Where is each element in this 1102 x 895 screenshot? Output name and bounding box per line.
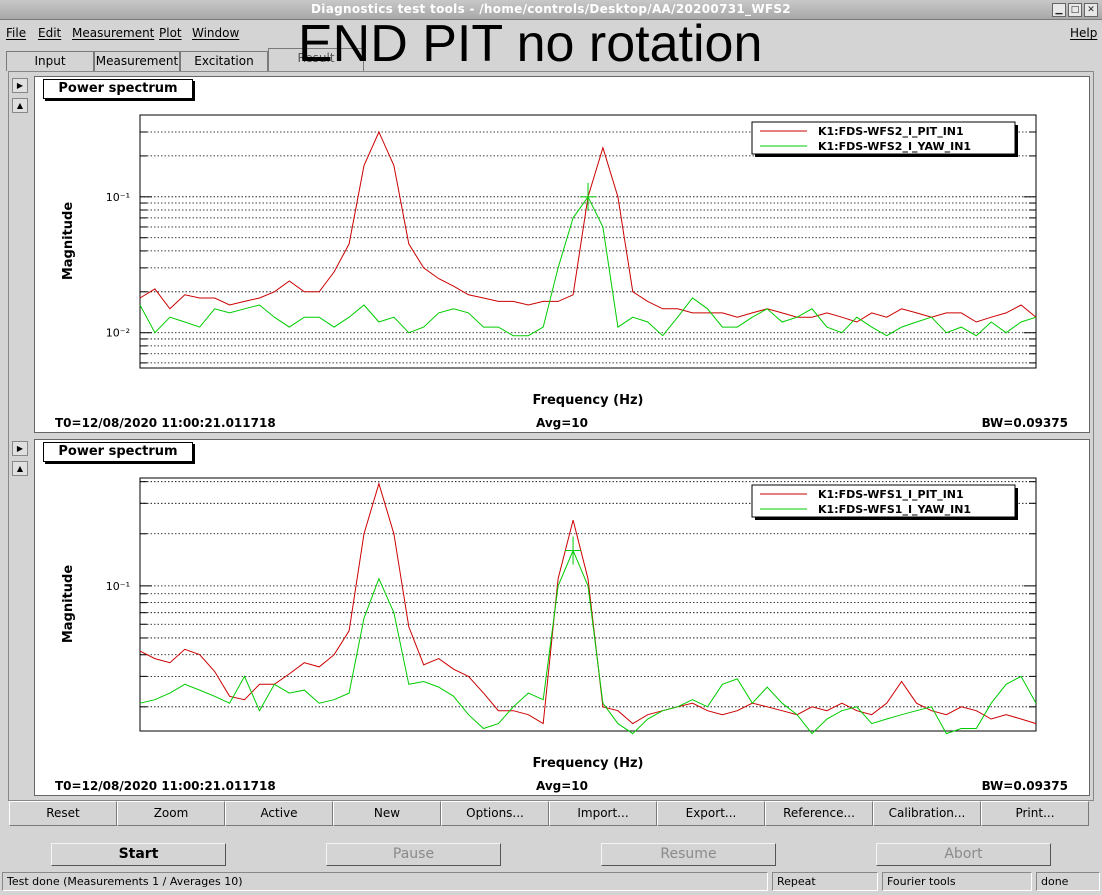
status-mode: Repeat	[772, 872, 878, 891]
window-title: Diagnostics test tools - /home/controls/…	[311, 2, 791, 16]
legend-entry: K1:FDS-WFS1_I_PIT_IN1	[818, 488, 964, 501]
menu-window[interactable]: Window	[192, 26, 240, 40]
y-tick-label: 10⁻²	[106, 327, 130, 340]
menu-file[interactable]: File	[6, 26, 27, 40]
x-axis-label: Frequency (Hz)	[533, 393, 644, 408]
tab-excitation[interactable]: Excitation	[180, 51, 268, 71]
footer-avg: Avg=10	[536, 416, 588, 430]
legend-entry: K1:FDS-WFS2_I_PIT_IN1	[818, 125, 964, 138]
legend-entry: K1:FDS-WFS1_I_YAW_IN1	[818, 503, 971, 516]
minimize-icon[interactable]: ▁	[1052, 3, 1066, 17]
plot-panel-2[interactable]: Power spectrum 10⁻¹ K1:FDS-WFS1_I_PIT_IN1…	[34, 439, 1090, 796]
status-state: done	[1036, 872, 1100, 891]
status-tool: Fourier tools	[882, 872, 1032, 891]
close-icon[interactable]: ✕	[1084, 3, 1098, 17]
title-bar: Diagnostics test tools - /home/controls/…	[0, 0, 1102, 20]
menu-edit[interactable]: Edit	[38, 26, 62, 40]
plot-panel-1[interactable]: Power spectrum 10⁻¹ 10⁻² K1:FDS-WFS2_I_PIT…	[34, 76, 1090, 433]
calibration-button[interactable]: Calibration...	[873, 801, 981, 826]
reference-button[interactable]: Reference...	[765, 801, 873, 826]
import-button[interactable]: Import...	[549, 801, 657, 826]
power-spectrum-chart[interactable]: 10⁻¹ 10⁻² K1:FDS-WFS2_I_PIT_IN1 K1:FDS-WFS2…	[35, 77, 1091, 434]
y-tick-label: 10⁻¹	[106, 191, 130, 204]
options-button[interactable]: Options...	[441, 801, 549, 826]
active-button[interactable]: Active	[225, 801, 333, 826]
overlay-annotation: END PIT no rotation	[298, 15, 763, 73]
footer-t0: T0=12/08/2020 11:00:21.011718	[55, 779, 276, 793]
menu-bar: File Edit Measurement Plot Window Help	[0, 22, 1102, 44]
y-axis-label: Magnitude	[61, 565, 76, 644]
menu-plot[interactable]: Plot	[159, 26, 182, 40]
collapse-arrow-icon[interactable]: ▲	[12, 98, 28, 113]
resume-button[interactable]: Resume	[601, 843, 776, 866]
power-spectrum-chart[interactable]: 10⁻¹ K1:FDS-WFS1_I_PIT_IN1 K1:FDS-WFS1_I_Y…	[35, 440, 1091, 797]
export-button[interactable]: Export...	[657, 801, 765, 826]
x-axis-label: Frequency (Hz)	[533, 756, 644, 771]
pause-button[interactable]: Pause	[326, 843, 501, 866]
plot-title: Power spectrum	[43, 442, 193, 462]
tab-result[interactable]: Result	[268, 48, 364, 71]
status-message: Test done (Measurements 1 / Averages 10)	[2, 872, 768, 891]
series-line	[139, 481, 1037, 725]
footer-t0: T0=12/08/2020 11:00:21.011718	[55, 416, 276, 430]
menu-measurement[interactable]: Measurement	[72, 26, 155, 40]
result-frame	[8, 71, 1094, 801]
legend-entry: K1:FDS-WFS2_I_YAW_IN1	[818, 140, 971, 153]
footer-bw: BW=0.09375	[982, 416, 1068, 430]
expand-arrow-icon[interactable]: ▶	[12, 78, 28, 93]
expand-arrow-icon[interactable]: ▶	[12, 441, 28, 456]
plot-frame	[139, 477, 1037, 732]
y-axis-label: Magnitude	[61, 202, 76, 281]
abort-button[interactable]: Abort	[876, 843, 1051, 866]
plot-frame	[139, 114, 1037, 369]
y-tick-label: 10⁻¹	[106, 580, 130, 593]
collapse-arrow-icon[interactable]: ▲	[12, 461, 28, 476]
new-button[interactable]: New	[333, 801, 441, 826]
menu-help[interactable]: Help	[1070, 26, 1098, 40]
tab-input[interactable]: Input	[6, 51, 94, 71]
plot-title: Power spectrum	[43, 79, 193, 99]
reset-button[interactable]: Reset	[9, 801, 117, 826]
maximize-icon[interactable]: □	[1068, 3, 1082, 17]
zoom-button[interactable]: Zoom	[117, 801, 225, 826]
series-line	[139, 549, 1037, 735]
legend	[751, 121, 1016, 155]
legend	[751, 484, 1016, 518]
footer-bw: BW=0.09375	[982, 779, 1068, 793]
print-button[interactable]: Print...	[981, 801, 1089, 826]
tab-measurement[interactable]: Measurement	[94, 51, 180, 71]
start-button[interactable]: Start	[51, 843, 226, 866]
footer-avg: Avg=10	[536, 779, 588, 793]
